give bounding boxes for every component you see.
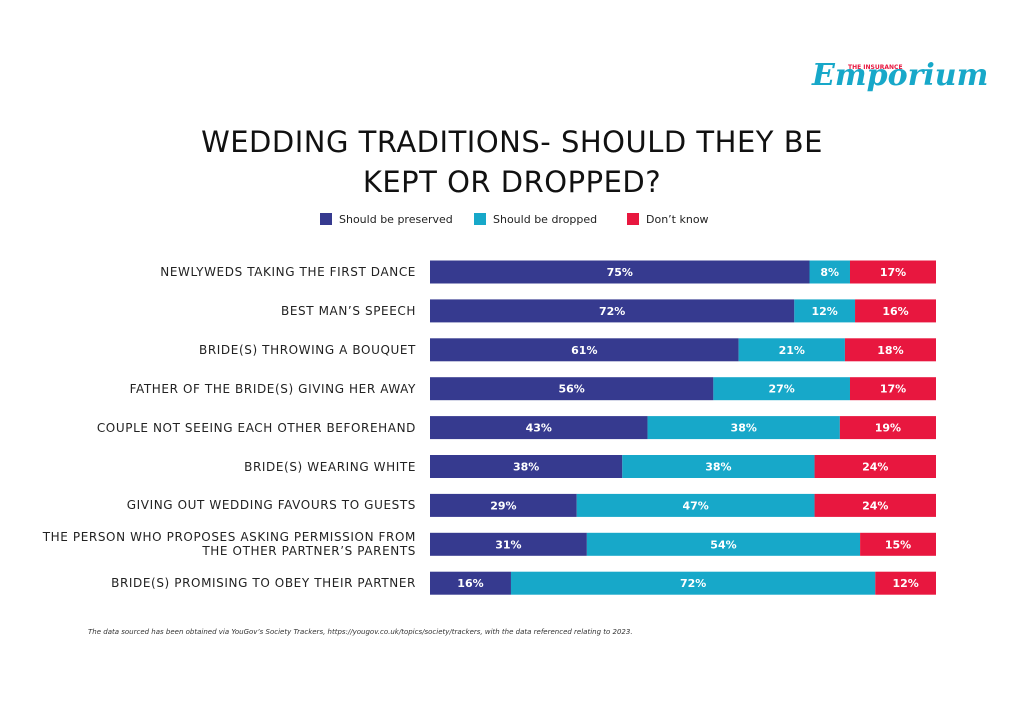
bar-segment (586, 532, 861, 556)
legend-swatch (320, 213, 332, 225)
value-label: 31% (495, 538, 521, 551)
bar-segment (430, 377, 714, 401)
category-label: BRIDE(S) PROMISING TO OBEY THEIR PARTNER (111, 576, 416, 591)
value-label: 17% (880, 266, 906, 279)
category-label: NEWLYWEDS TAKING THE FIRST DANCE (160, 265, 416, 279)
value-label: 24% (862, 499, 888, 512)
value-label: 38% (513, 461, 539, 474)
bar-segment (430, 416, 648, 440)
bar-segment (814, 493, 936, 517)
value-label: 24% (862, 461, 888, 474)
bar-segment (814, 455, 936, 478)
bar-segment (430, 532, 587, 556)
category-label: THE PERSON WHO PROPOSES ASKING PERMISSIO… (42, 530, 416, 559)
category-label: GIVING OUT WEDDING FAVOURS TO GUESTS (126, 498, 416, 513)
value-label: 16% (882, 305, 908, 318)
bar-segment (622, 455, 815, 478)
value-label: 18% (877, 344, 903, 357)
value-label: 38% (731, 422, 757, 435)
bar-segment (809, 260, 850, 284)
bar-segment (860, 532, 936, 556)
bar-segment (713, 377, 850, 401)
value-label: 54% (710, 538, 736, 551)
value-label: 72% (599, 305, 625, 318)
value-label: 61% (571, 344, 597, 357)
value-label: 16% (457, 577, 483, 590)
value-label: 27% (768, 383, 794, 396)
value-label: 12% (892, 577, 918, 590)
bar-segment (875, 571, 936, 595)
bar-segment (430, 260, 810, 284)
bar-segment (430, 571, 511, 595)
legend-label: Don’t know (646, 213, 709, 226)
category-label: BRIDE(S) WEARING WHITE (244, 459, 416, 474)
value-label: 29% (490, 499, 516, 512)
bar-segment (430, 338, 739, 362)
value-label: 72% (680, 577, 706, 590)
bar-segment (510, 571, 876, 595)
legend-swatch (627, 213, 639, 225)
category-label: BEST MAN’S SPEECH (281, 303, 416, 318)
value-label: 19% (875, 422, 901, 435)
value-label: 15% (885, 538, 911, 551)
bar-segment (738, 338, 845, 362)
bar-segment (855, 299, 936, 323)
value-label: 17% (880, 383, 906, 396)
value-label: 47% (682, 499, 708, 512)
category-label: BRIDE(S) THROWING A BOUQUET (199, 342, 416, 357)
value-label: 75% (607, 266, 633, 279)
value-label: 43% (526, 422, 552, 435)
value-label: 12% (812, 305, 838, 318)
bar-segment (849, 260, 936, 284)
value-label: 56% (559, 383, 585, 396)
logo-tagline: THE INSURANCE (848, 64, 903, 71)
category-label: FATHER OF THE BRIDE(S) GIVING HER AWAY (129, 381, 416, 396)
footnote: The data sourced has been obtained via Y… (88, 628, 633, 636)
value-label: 21% (779, 344, 805, 357)
logo-name: Emporium (812, 58, 989, 93)
legend-label: Should be preserved (339, 213, 453, 226)
value-label: 38% (705, 461, 731, 474)
category-label: COUPLE NOT SEEING EACH OTHER BEFOREHAND (96, 420, 416, 435)
value-label: 8% (820, 266, 839, 279)
bar-segment (430, 493, 577, 517)
bar-segment (647, 416, 840, 440)
bar-segment (430, 299, 795, 323)
bar-segment (430, 455, 623, 478)
bar-segment (794, 299, 856, 323)
bar-segment (849, 377, 936, 401)
legend-swatch (474, 213, 486, 225)
bar-segment (844, 338, 936, 362)
bar-segment (576, 493, 815, 517)
legend-label: Should be dropped (493, 213, 597, 226)
chart-title: WEDDING TRADITIONS- SHOULD THEY BE KEPT … (201, 125, 823, 199)
bar-segment (839, 416, 936, 440)
